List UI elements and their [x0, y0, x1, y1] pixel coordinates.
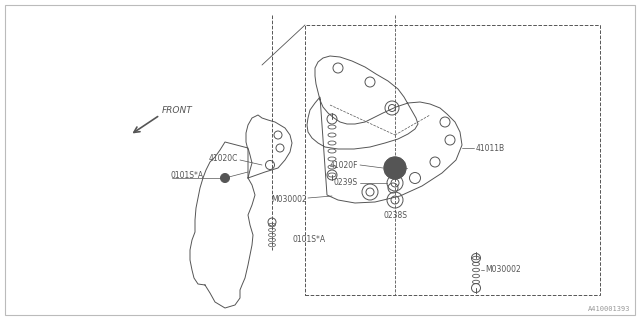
- Text: 0101S*A: 0101S*A: [292, 236, 325, 244]
- Text: FRONT: FRONT: [162, 106, 193, 115]
- Text: M030002: M030002: [485, 266, 521, 275]
- Text: 41020F: 41020F: [330, 161, 358, 170]
- Text: 41020C: 41020C: [209, 154, 238, 163]
- Text: M030002: M030002: [271, 196, 307, 204]
- Text: 0238S: 0238S: [383, 212, 407, 220]
- Text: 0239S: 0239S: [334, 178, 358, 187]
- Circle shape: [221, 173, 230, 182]
- Text: 0101S*A: 0101S*A: [170, 171, 203, 180]
- Bar: [305, 25, 600, 295]
- Text: A410001393: A410001393: [588, 306, 630, 312]
- Text: 41011B: 41011B: [476, 143, 505, 153]
- Circle shape: [384, 157, 406, 179]
